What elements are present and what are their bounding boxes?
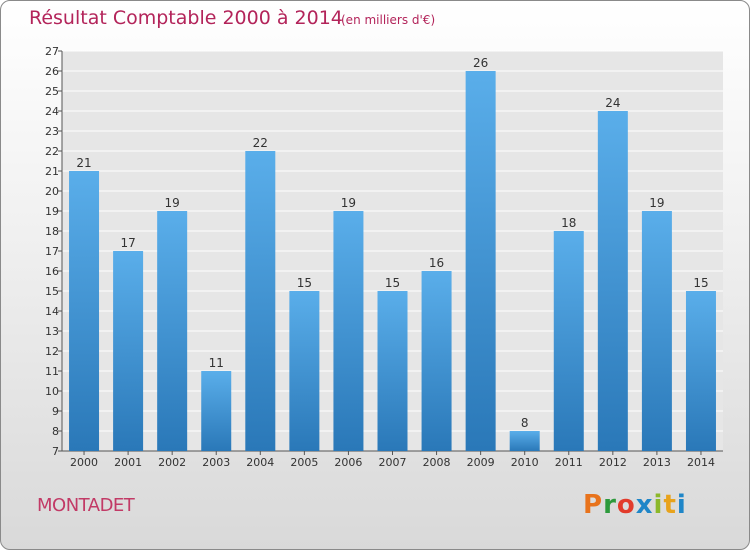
y-tick-label: 25 [45, 85, 59, 98]
y-tick-label: 19 [45, 205, 59, 218]
data-label: 8 [521, 416, 529, 430]
bar [245, 151, 276, 451]
bar [553, 231, 584, 451]
y-tick-label: 24 [45, 105, 59, 118]
x-tick-label: 2003 [202, 456, 230, 469]
bar [509, 431, 540, 451]
labels: 7 8 9 10 11 12 13 14 15 16 17 18 19 20 21 22 23 24 25 26 27 2… [45, 45, 715, 469]
data-label: 16 [429, 256, 444, 270]
data-label: 19 [341, 196, 356, 210]
bars [69, 71, 716, 451]
y-tick-label: 21 [45, 165, 59, 178]
y-tick-label: 26 [45, 65, 59, 78]
y-tick-label: 7 [52, 445, 59, 458]
data-label: 11 [209, 356, 224, 370]
bar [157, 211, 188, 451]
y-tick-label: 18 [45, 225, 59, 238]
x-tick-label: 2006 [334, 456, 362, 469]
y-tick-label: 14 [45, 305, 59, 318]
y-tick-label: 9 [52, 405, 59, 418]
y-tick-label: 27 [45, 45, 59, 58]
x-tick-label: 2004 [246, 456, 274, 469]
data-label: 15 [693, 276, 708, 290]
x-tick-label: 2012 [599, 456, 627, 469]
brand-letter: o [616, 490, 636, 520]
y-tick-label: 16 [45, 265, 59, 278]
bar [421, 271, 452, 451]
data-label: 22 [253, 136, 268, 150]
y-tick-label: 23 [45, 125, 59, 138]
brand-letter: i [653, 490, 664, 520]
bar [289, 291, 320, 451]
y-tick-label: 10 [45, 385, 59, 398]
x-tick-label: 2008 [423, 456, 451, 469]
data-label: 19 [165, 196, 180, 210]
y-tick-label: 17 [45, 245, 59, 258]
brand-letter: P [583, 490, 604, 520]
y-tick-label: 20 [45, 185, 59, 198]
y-tick-label: 8 [52, 425, 59, 438]
y-tick-label: 12 [45, 345, 59, 358]
x-tick-label: 2011 [555, 456, 583, 469]
data-label: 15 [297, 276, 312, 290]
bar [69, 171, 100, 451]
bar [201, 371, 232, 451]
x-tick-label: 2014 [687, 456, 715, 469]
brand-letter: t [663, 490, 677, 520]
brand-letter: x [635, 490, 654, 520]
data-label: 26 [473, 56, 488, 70]
x-tick-label: 2009 [467, 456, 495, 469]
x-tick-label: 2013 [643, 456, 671, 469]
bar [377, 291, 408, 451]
x-tick-label: 2000 [70, 456, 98, 469]
x-tick-label: 2007 [379, 456, 407, 469]
x-tick-label: 2002 [158, 456, 186, 469]
data-label: 19 [649, 196, 664, 210]
chart-title: Résultat Comptable 2000 à 2014 [29, 7, 343, 29]
y-tick-label: 15 [45, 285, 59, 298]
data-label: 17 [120, 236, 135, 250]
bar [465, 71, 496, 451]
data-label: 24 [605, 96, 620, 110]
commune-name: MONTADET [37, 495, 135, 516]
y-tick-label: 22 [45, 145, 59, 158]
brand-letter: i [676, 490, 687, 520]
y-tick-label: 11 [45, 365, 59, 378]
x-tick-label: 2001 [114, 456, 142, 469]
chart-subtitle: (en milliers d'€) [341, 13, 436, 27]
x-tick-label: 2005 [290, 456, 318, 469]
bar [685, 291, 716, 451]
data-label: 15 [385, 276, 400, 290]
data-label: 21 [76, 156, 91, 170]
bar [597, 111, 628, 451]
data-label: 18 [561, 216, 576, 230]
brand-letter: r [603, 490, 617, 520]
y-tick-label: 13 [45, 325, 59, 338]
x-tick-label: 2010 [511, 456, 539, 469]
bar [113, 251, 144, 451]
bar [641, 211, 672, 451]
proxiti-logo[interactable]: Proxiti [583, 490, 687, 520]
bar [333, 211, 364, 451]
